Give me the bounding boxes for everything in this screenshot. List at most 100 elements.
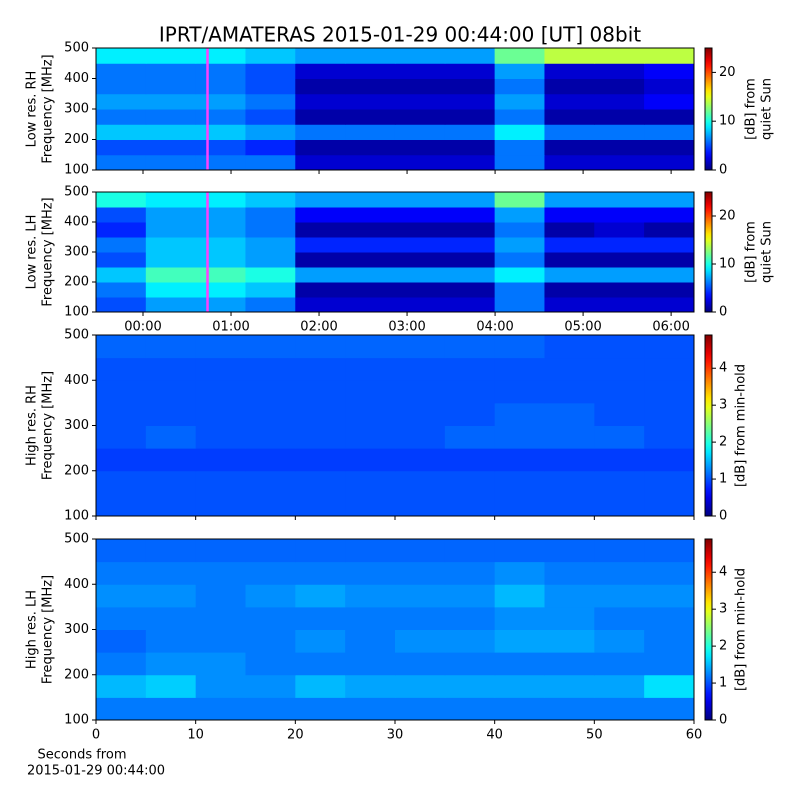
heatmap-cell: [394, 267, 446, 283]
heatmap-cell: [394, 222, 446, 238]
heatmap-cell: [644, 470, 695, 494]
heatmap-cell: [345, 697, 396, 721]
heatmap-cell: [195, 192, 246, 208]
y-axis-label: Frequency [MHz]: [41, 371, 56, 480]
colorbar-tick-label: 2: [719, 435, 727, 450]
colorbar-label: quiet Sun: [760, 221, 775, 283]
heatmap-cell: [444, 124, 496, 140]
heatmap-cell: [594, 674, 645, 698]
heatmap-cell: [96, 674, 147, 698]
heatmap-cell: [594, 493, 645, 517]
heatmap-cell: [544, 425, 595, 449]
heatmap-cell: [245, 78, 296, 95]
heatmap-cell: [245, 48, 296, 64]
heatmap-cell: [394, 109, 446, 125]
heatmap-cell: [295, 584, 346, 608]
heatmap-cell: [145, 584, 197, 608]
heatmap-cell: [494, 493, 545, 517]
heatmap-cell: [96, 252, 147, 268]
heatmap-cell: [644, 297, 695, 313]
heatmap-cell: [96, 697, 147, 721]
heatmap-cell: [544, 192, 595, 208]
x-tick-label: 50: [586, 728, 603, 743]
heatmap-cell: [145, 652, 197, 676]
y-tick-label: 100: [64, 713, 89, 728]
heatmap-cell: [245, 448, 296, 472]
heatmap-cell: [644, 237, 695, 253]
x-tick-label: 60: [686, 728, 703, 743]
heatmap-cell: [245, 335, 296, 359]
heatmap-cell: [345, 93, 396, 110]
heatmap-cell: [444, 335, 496, 359]
heatmap-cell: [195, 252, 246, 268]
heatmap-cell: [644, 124, 695, 140]
heatmap-cell: [444, 78, 496, 95]
heatmap-cell: [145, 539, 197, 563]
heatmap-cell: [544, 674, 595, 698]
colorbar-label: [dB] from: [744, 221, 759, 283]
heatmap-cell: [145, 425, 197, 449]
y-tick-label: 300: [64, 102, 89, 117]
heatmap-cell: [245, 252, 296, 268]
heatmap-cell: [195, 237, 246, 253]
heatmap-cell: [494, 139, 545, 156]
heatmap-cell: [494, 448, 545, 472]
heatmap-cell: [444, 207, 496, 223]
heatmap-cell: [96, 448, 147, 472]
heatmap-cell: [245, 606, 296, 630]
y-tick-label: 500: [64, 532, 89, 547]
heatmap-cell: [444, 222, 496, 238]
heatmap-cell: [245, 584, 296, 608]
heatmap-cell: [444, 470, 496, 494]
heatmap-cell: [644, 252, 695, 268]
y-axis-label: Low res. RH: [25, 71, 40, 148]
heatmap-cell: [394, 48, 446, 64]
heatmap-cell: [594, 425, 645, 449]
heatmap-cell: [395, 380, 446, 404]
heatmap-cell: [494, 124, 545, 140]
heatmap-cell: [544, 470, 595, 494]
x-axis-label: Seconds from: [37, 748, 126, 763]
heatmap-cell: [245, 402, 296, 426]
heatmap-cell: [544, 48, 595, 64]
heatmap-cell: [544, 652, 595, 676]
heatmap-cell: [96, 584, 147, 608]
y-tick-label: 200: [64, 132, 89, 147]
heatmap-cell: [644, 154, 695, 171]
heatmap-cell: [395, 402, 446, 426]
heatmap-cell: [96, 48, 147, 64]
heatmap-cell: [444, 297, 496, 313]
heatmap-cell: [145, 267, 197, 283]
heatmap-cell: [494, 697, 545, 721]
heatmap-cell: [295, 448, 346, 472]
x-tick-label: 30: [387, 728, 404, 743]
heatmap-cell: [494, 192, 545, 208]
heatmap-cell: [295, 606, 346, 630]
x-tick-label: 00:00: [124, 320, 161, 335]
heatmap-cell: [96, 357, 147, 381]
heatmap-cell: [96, 652, 147, 676]
heatmap-cell: [145, 109, 197, 125]
colorbar-tick-label: 4: [719, 565, 727, 580]
colorbar-tick-label: 10: [719, 257, 736, 272]
heatmap-cell: [245, 629, 296, 653]
heatmap-cell: [394, 282, 446, 298]
heatmap-cell: [195, 539, 246, 563]
heatmap-cell: [644, 493, 695, 517]
heatmap-cell: [594, 297, 645, 313]
heatmap-cell: [544, 124, 595, 140]
heatmap-cell: [245, 109, 296, 125]
heatmap-cell: [96, 267, 147, 283]
heatmap-cell: [644, 357, 695, 381]
heatmap-cell: [295, 109, 346, 125]
heatmap-cell: [644, 539, 695, 563]
heatmap-cell: [96, 629, 147, 653]
y-tick-label: 400: [64, 373, 89, 388]
heatmap-cell: [594, 652, 645, 676]
heatmap-cell: [295, 192, 346, 208]
y-tick-label: 200: [64, 463, 89, 478]
heatmap-cell: [544, 584, 595, 608]
heatmap-cell: [345, 357, 396, 381]
heatmap-cell: [444, 402, 496, 426]
